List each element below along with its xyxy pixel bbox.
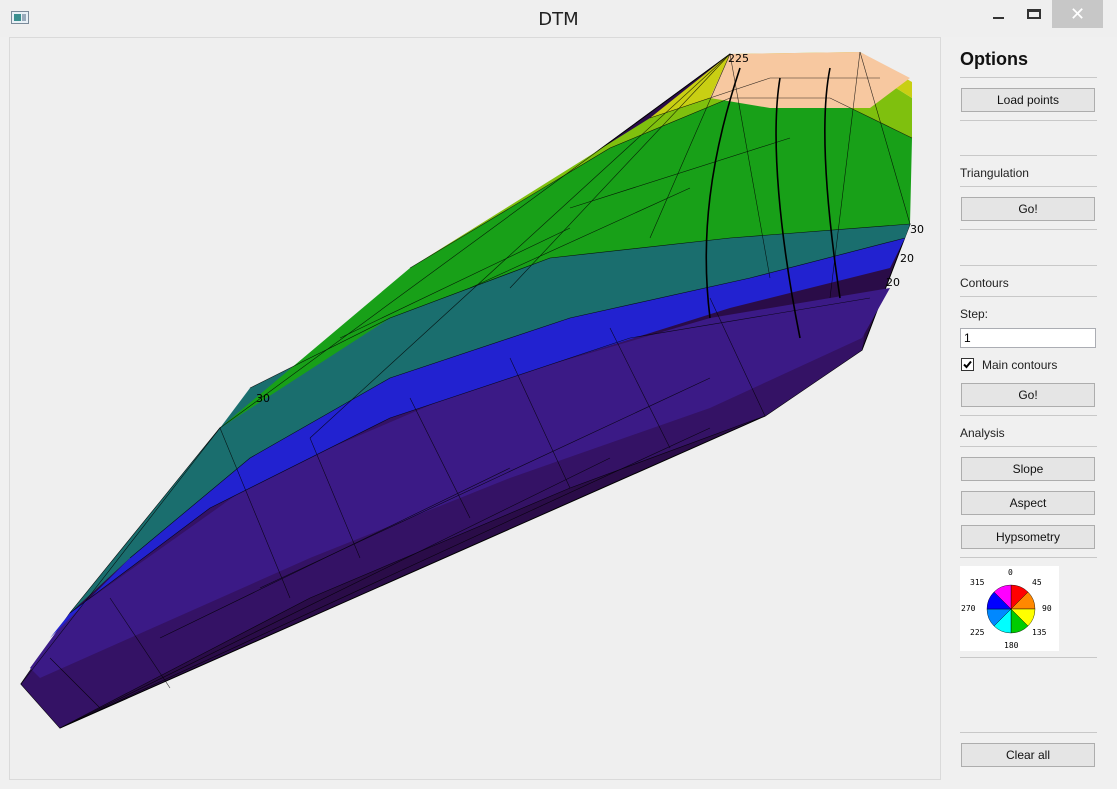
close-icon: ✕ — [1069, 3, 1086, 24]
slope-button[interactable]: Slope — [961, 457, 1095, 481]
canvas-label-top: 225 — [728, 52, 749, 65]
app-icon — [11, 11, 29, 24]
analysis-label: Analysis — [960, 426, 1005, 440]
load-points-button[interactable]: Load points — [961, 88, 1095, 112]
step-input[interactable] — [960, 328, 1096, 348]
minimize-icon — [992, 17, 1004, 19]
hypsometry-button[interactable]: Hypsometry — [961, 525, 1095, 549]
divider — [960, 229, 1097, 230]
divider — [960, 296, 1097, 297]
divider — [960, 77, 1097, 78]
aspect-label-sw: 225 — [970, 628, 985, 637]
aspect-label-w: 270 — [961, 604, 976, 613]
main-contours-checkbox[interactable] — [961, 358, 974, 371]
aspect-color-wheel — [986, 584, 1036, 634]
canvas-label-left: 30 — [256, 392, 270, 405]
aspect-label-s: 180 — [1004, 641, 1019, 650]
terrain-canvas[interactable]: 225 30 20 20 30 — [9, 37, 941, 780]
canvas-label-right-1: 30 — [910, 223, 924, 236]
terrain-layer-peak — [710, 52, 910, 108]
contour-lines — [705, 67, 841, 339]
main-contours-label: Main contours — [982, 358, 1058, 372]
title-bar: DTM ✕ — [0, 0, 1117, 37]
aspect-label-e: 90 — [1042, 604, 1052, 613]
divider — [960, 732, 1097, 733]
window-title: DTM — [538, 9, 579, 30]
aspect-label-n: 0 — [1008, 568, 1013, 577]
terrain-model: 225 30 20 20 30 — [20, 51, 924, 729]
step-label: Step: — [960, 307, 989, 321]
divider — [960, 446, 1097, 447]
triangulation-go-button[interactable]: Go! — [961, 197, 1095, 221]
divider — [960, 415, 1097, 416]
divider — [960, 155, 1097, 156]
checkmark-icon — [963, 360, 972, 369]
divider — [960, 657, 1097, 658]
contours-go-button[interactable]: Go! — [961, 383, 1095, 407]
terrain-layer-teal — [70, 224, 910, 613]
terrain-layer-blue — [50, 238, 905, 638]
close-button[interactable]: ✕ — [1052, 0, 1103, 28]
canvas-label-right-3: 20 — [886, 276, 900, 289]
aspect-label-ne: 45 — [1032, 578, 1042, 587]
terrain-layer-violet — [30, 288, 890, 678]
options-header: Options — [960, 49, 1028, 69]
maximize-button[interactable] — [1016, 0, 1052, 28]
divider — [960, 265, 1097, 266]
options-panel: Options Load points Triangulation Go! Co… — [952, 37, 1107, 782]
canvas-label-right-2: 20 — [900, 252, 914, 265]
aspect-legend: 0 45 90 135 180 225 270 315 — [960, 566, 1059, 651]
aspect-label-nw: 315 — [970, 578, 985, 587]
divider — [960, 120, 1097, 121]
triangulation-label: Triangulation — [960, 166, 1029, 180]
aspect-button[interactable]: Aspect — [961, 491, 1095, 515]
divider — [960, 186, 1097, 187]
minimize-button[interactable] — [980, 0, 1016, 28]
contours-label: Contours — [960, 276, 1009, 290]
terrain-layer-green — [220, 98, 912, 428]
divider — [960, 557, 1097, 558]
maximize-icon — [1027, 9, 1041, 19]
aspect-label-se: 135 — [1032, 628, 1047, 637]
clear-all-button[interactable]: Clear all — [961, 743, 1095, 767]
